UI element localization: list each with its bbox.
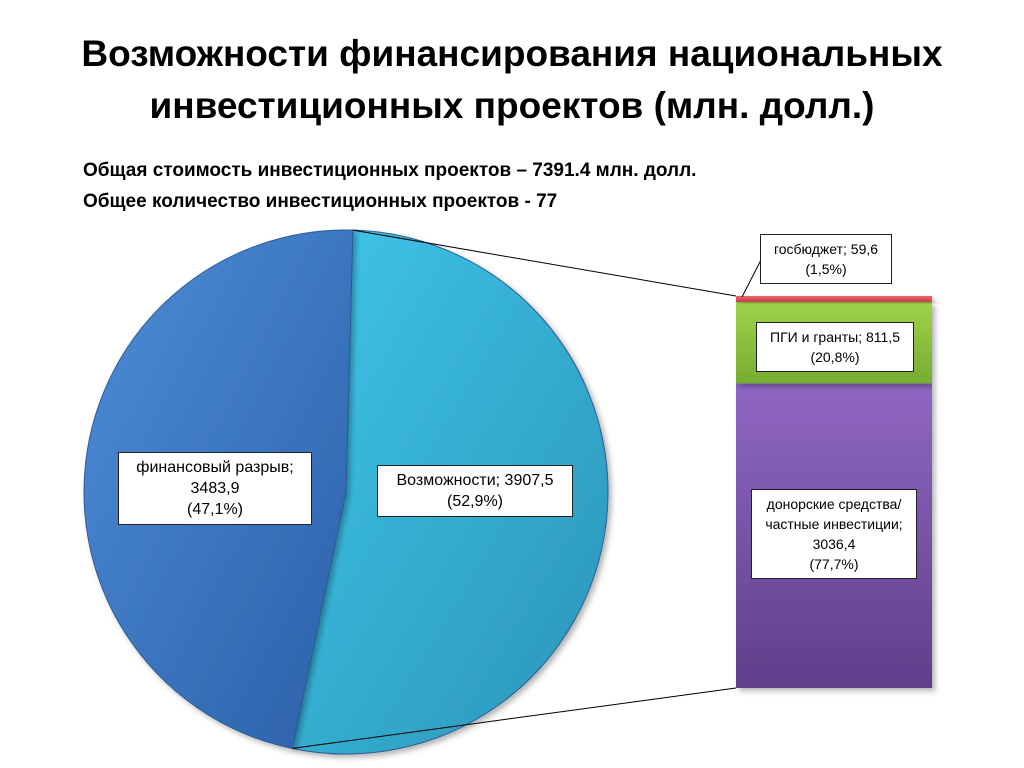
leader-line-budget	[741, 257, 763, 298]
connector-lines	[292, 229, 763, 749]
data-label-opportunities: Возможности; 3907,5 (52,9%)	[377, 465, 573, 517]
data-label-grants: ПГИ и гранты; 811,5 (20,8%)	[756, 322, 914, 372]
bar-segment-budget	[736, 296, 932, 302]
data-label-donors: донорские средства/ частные инвестиции; …	[751, 489, 917, 579]
title-line-1: Возможности финансирования национальных	[81, 33, 943, 74]
subtitle-total-cost: Общая стоимость инвестиционных проектов …	[83, 160, 697, 181]
page-title: Возможности финансирования национальных …	[0, 28, 1024, 132]
title-line-2: инвестиционных проектов (млн. долл.)	[149, 85, 875, 126]
data-label-gap: финансовый разрыв; 3483,9 (47,1%)	[118, 452, 312, 525]
data-label-budget: госбюджет; 59,6 (1,5%)	[760, 234, 892, 284]
subtitle-project-count: Общее количество инвестиционных проектов…	[83, 191, 558, 212]
connector-line-bottom	[292, 687, 737, 749]
connector-line-top	[352, 229, 737, 297]
